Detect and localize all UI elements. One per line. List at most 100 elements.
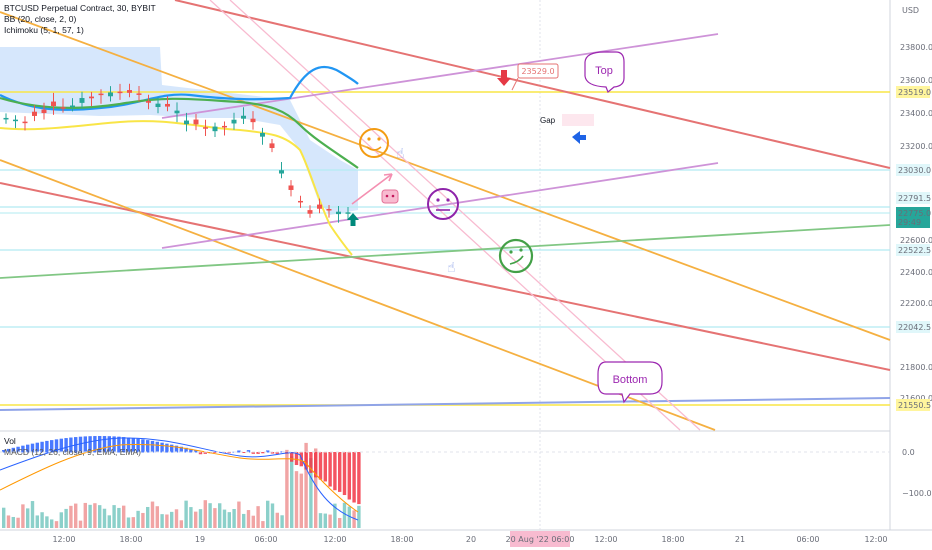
vol-label[interactable]: Vol — [4, 436, 16, 446]
candle[interactable] — [260, 127, 265, 145]
macd-hist-bar — [333, 452, 337, 491]
blue-left-arrow-icon[interactable] — [572, 131, 586, 144]
neutral-emoji-icon[interactable] — [427, 188, 459, 220]
candle[interactable] — [288, 180, 294, 197]
macd-hist-bar — [304, 452, 308, 470]
price-axis[interactable]: 23800.0 23600.0 23400.0 23200.0 22600.0 22400… — [900, 43, 932, 403]
price-tag-23529[interactable]: 23529.0 — [511, 63, 559, 91]
green-trend-line[interactable] — [0, 224, 891, 279]
pink-arrow-icon[interactable] — [351, 173, 393, 205]
candle[interactable] — [13, 115, 18, 129]
wry-emoji-icon[interactable] — [498, 238, 534, 274]
candle[interactable] — [174, 102, 180, 123]
candle[interactable] — [127, 83, 132, 98]
candle[interactable] — [60, 98, 66, 113]
orange-trend-line-upper[interactable] — [0, 11, 891, 341]
pink-channel-line-1[interactable] — [209, 0, 681, 431]
macd-hist-bar — [88, 436, 92, 453]
symbol-title[interactable]: BTCUSD Perpetual Contract, 30, BYBIT — [4, 3, 156, 13]
macd-axis[interactable]: 0.0 −100.0 — [902, 448, 932, 498]
svg-text:☝: ☝ — [447, 259, 456, 275]
red-trend-line-upper[interactable] — [174, 0, 891, 169]
candle[interactable] — [136, 86, 142, 102]
top-callout-bubble[interactable]: Top — [584, 51, 625, 93]
candlesticks[interactable] — [3, 83, 351, 223]
cat-icon[interactable] — [381, 189, 399, 204]
volume-bar — [299, 473, 303, 528]
candle[interactable] — [51, 92, 56, 115]
red-down-arrow-icon[interactable] — [497, 70, 511, 86]
candle[interactable] — [317, 198, 322, 214]
candle[interactable] — [165, 96, 170, 112]
red-trend-line-lower[interactable] — [0, 182, 891, 371]
candle[interactable] — [41, 102, 47, 120]
candle[interactable] — [212, 122, 218, 137]
candle[interactable] — [222, 121, 227, 136]
time-tick-label: 18:00 — [661, 535, 684, 544]
candle[interactable] — [117, 83, 123, 100]
volume-bar — [290, 456, 294, 528]
candle[interactable] — [298, 195, 303, 208]
volume-bar — [136, 510, 140, 528]
volume-bar — [318, 513, 323, 528]
macd-label[interactable]: MACD (12, 26, close, 9, EMA, EMA) — [4, 447, 141, 457]
green-up-arrow-icon[interactable] — [347, 213, 359, 226]
candle[interactable] — [22, 116, 28, 131]
svg-text:23529.0: 23529.0 — [521, 67, 554, 76]
bb-indicator-label[interactable]: BB (20, close, 2, 0) — [4, 14, 77, 24]
candle[interactable] — [345, 206, 351, 220]
macd-hist-bar — [309, 452, 313, 473]
bb-upper-band — [0, 66, 359, 111]
candle[interactable] — [155, 97, 161, 114]
macd-hist-bar — [203, 452, 207, 454]
time-axis[interactable]: 12:00 18:00 19 06:00 12:00 18:00 20 12:00 18:00 2… — [52, 535, 887, 544]
price-label-text: 23519.0 — [898, 88, 931, 97]
candle[interactable] — [70, 98, 75, 112]
blue-trend-line[interactable] — [0, 397, 891, 411]
candle[interactable] — [241, 107, 246, 125]
macd-hist-bar — [50, 440, 54, 453]
price-tick-label: 22200.0 — [900, 299, 932, 308]
smile-emoji-icon[interactable] — [359, 128, 389, 158]
candle[interactable] — [269, 138, 275, 153]
pointing-hand-icon-lower[interactable]: ☝ — [447, 259, 456, 275]
volume-bar — [222, 509, 227, 528]
candle[interactable] — [89, 91, 94, 107]
candle[interactable] — [108, 86, 113, 102]
macd-hist-bar — [98, 436, 102, 453]
candle[interactable] — [307, 205, 313, 218]
bottom-callout-bubble[interactable]: Bottom — [597, 361, 663, 404]
candle[interactable] — [250, 111, 256, 130]
candle[interactable] — [146, 94, 151, 110]
candle[interactable] — [203, 119, 208, 136]
volume-bar — [69, 505, 73, 528]
pink-channel-line-2[interactable] — [229, 0, 701, 431]
candle[interactable] — [184, 112, 189, 132]
volume-bar — [251, 515, 255, 528]
candle[interactable] — [193, 113, 199, 131]
orange-trend-line-lower[interactable] — [0, 159, 716, 431]
macd-hist-bar — [323, 452, 327, 482]
volume-bar — [184, 500, 188, 528]
volume-bar — [21, 504, 25, 528]
volume-bar — [256, 506, 260, 528]
pointing-hand-icon[interactable]: ☝ — [396, 145, 405, 161]
currency-label: USD — [902, 6, 919, 15]
candle[interactable] — [79, 91, 85, 109]
volume-bar — [45, 516, 49, 528]
volume-bar — [126, 517, 131, 528]
ichimoku-indicator-label[interactable]: Ichimoku (5, 1, 57, 1) — [4, 25, 84, 35]
candle[interactable] — [279, 162, 284, 179]
candle[interactable] — [336, 206, 341, 223]
purple-trend-line-lower[interactable] — [161, 162, 719, 249]
time-tick-label: 12:00 — [52, 535, 75, 544]
volume-bar — [50, 519, 54, 528]
time-tick-label: 18:00 — [390, 535, 413, 544]
candle[interactable] — [98, 89, 104, 104]
candle[interactable] — [32, 105, 37, 122]
candle[interactable] — [231, 112, 237, 130]
candle[interactable] — [3, 113, 9, 124]
candle[interactable] — [326, 204, 332, 218]
gap-annotation[interactable]: Gap — [540, 114, 594, 126]
